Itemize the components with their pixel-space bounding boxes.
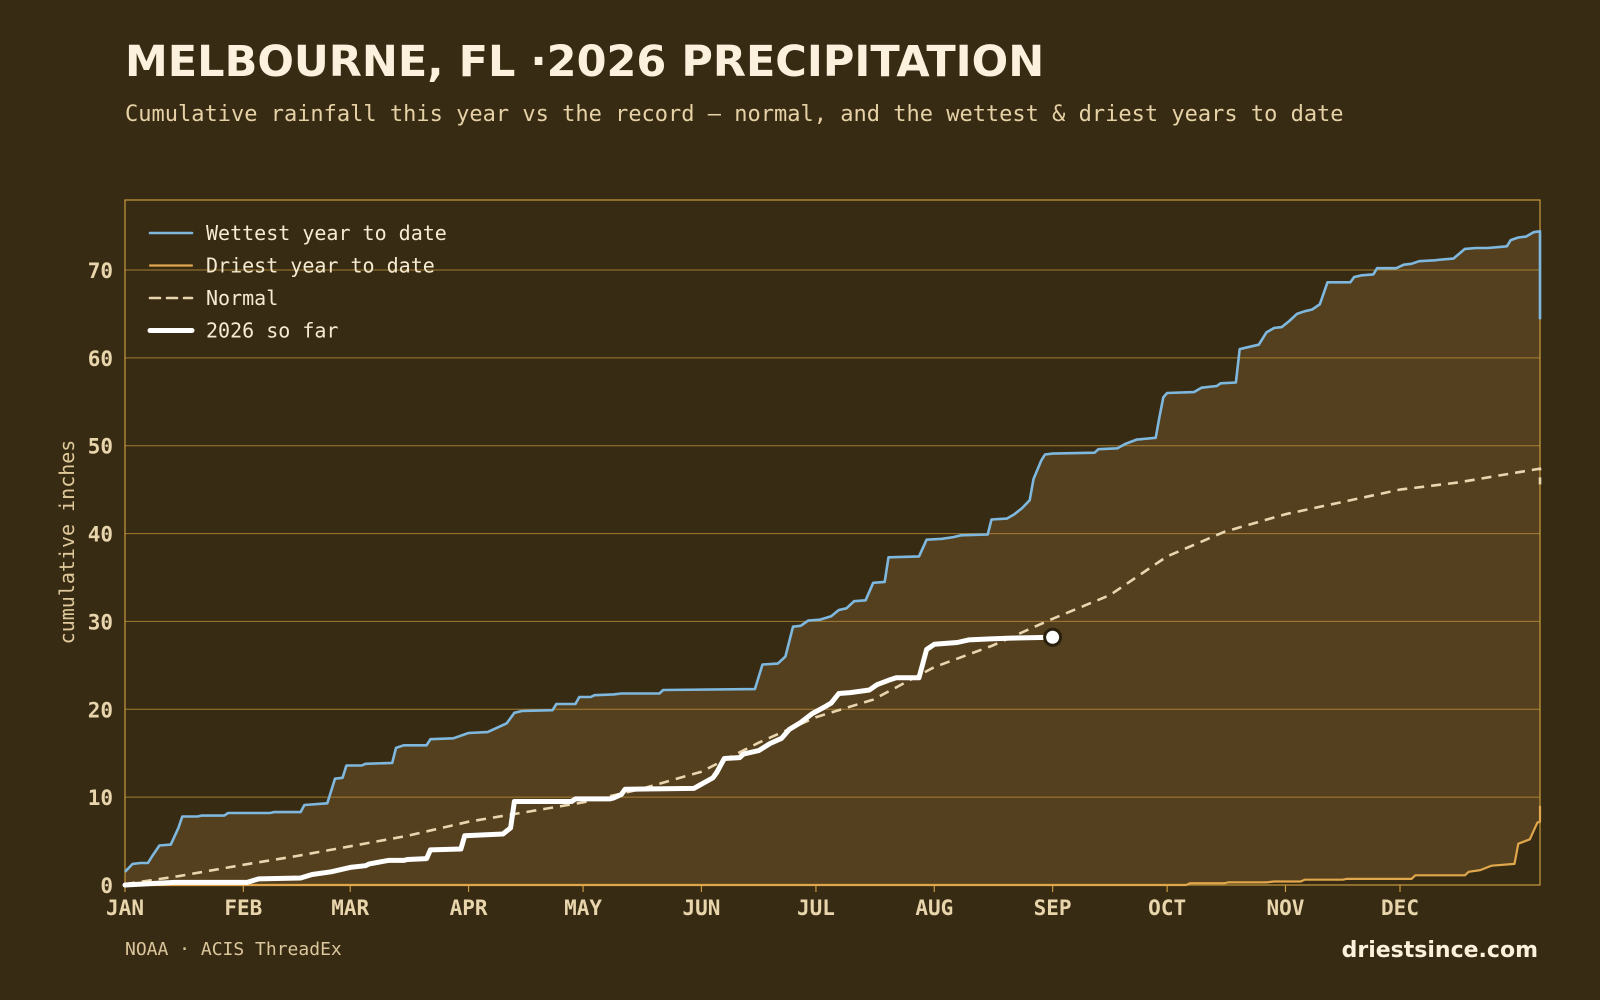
chart-title: MELBOURNE, FL ·2026 PRECIPITATION: [125, 37, 1044, 87]
series-current-line: [122, 634, 1056, 888]
series-normal-line: [124, 467, 1542, 886]
y-tick-label: 70: [88, 259, 113, 283]
x-tick-label: OCT: [1148, 896, 1186, 920]
series-driest-line: [125, 805, 1542, 887]
y-tick-label: 60: [88, 347, 113, 371]
y-tick-label: 10: [88, 786, 113, 810]
x-tick-label: JUL: [797, 896, 835, 920]
brand-link[interactable]: driestsince.com: [1342, 938, 1538, 963]
y-tick-label: 0: [100, 874, 113, 898]
x-tick-label: MAY: [564, 896, 602, 920]
y-tick-label: 20: [88, 698, 113, 722]
x-tick-label: DEC: [1381, 896, 1419, 920]
legend-label-current: 2026 so far: [206, 319, 338, 343]
x-tick-label: FEB: [224, 896, 262, 920]
y-tick-label: 50: [88, 435, 113, 459]
x-tick-label: MAR: [331, 896, 369, 920]
legend-label-driest: Driest year to date: [206, 254, 435, 278]
x-tick-label: JUN: [682, 896, 720, 920]
x-tick-label: SEP: [1034, 896, 1072, 920]
series-wettest-line: [124, 230, 1542, 873]
x-tick-label: APR: [450, 896, 488, 920]
legend-label-normal: Normal: [206, 286, 278, 310]
source-credit: NOAA · ACIS ThreadEx: [125, 939, 342, 960]
y-tick-label: 40: [88, 523, 113, 547]
y-axis-label: cumulative inches: [55, 440, 79, 645]
y-tick-label: 30: [88, 610, 113, 634]
x-tick-label: AUG: [915, 896, 953, 920]
plot-area: 0 10 20 30 40 50 60 70 JAN FEB MAR APR MAY JUN JUL AUG S…: [88, 199, 1542, 920]
x-tick-label: JAN: [106, 896, 144, 920]
x-tick-label: NOV: [1267, 896, 1305, 920]
record-band: [125, 231, 1540, 886]
current-endpoint-marker[interactable]: [1043, 627, 1063, 647]
chart-subtitle: Cumulative rainfall this year vs the rec…: [125, 102, 1344, 127]
legend-label-wettest: Wettest year to date: [206, 221, 447, 245]
